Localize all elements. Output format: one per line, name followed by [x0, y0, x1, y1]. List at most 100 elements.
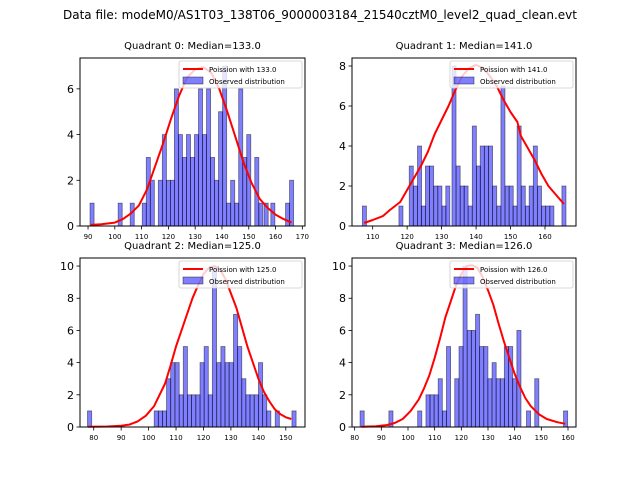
histogram-bar: [500, 85, 506, 227]
x-tick-label: 140: [508, 434, 521, 442]
histogram-bar: [528, 185, 534, 227]
histogram-bar: [194, 134, 199, 227]
histogram-bar: [214, 179, 220, 227]
y-tick-label: 0: [339, 421, 346, 434]
histogram-bar: [234, 202, 240, 227]
histogram-bar: [496, 205, 502, 227]
histogram-bar: [190, 157, 195, 227]
histogram-bar: [149, 179, 155, 227]
histogram-bar: [249, 394, 255, 428]
histogram-bar: [417, 410, 423, 428]
histogram-bar: [186, 134, 191, 227]
x-tick-label: 160: [561, 434, 574, 442]
histogram-bar: [445, 185, 451, 227]
histogram-bar: [454, 378, 460, 428]
x-tick-label: 150: [279, 434, 292, 442]
x-tick-label: 120: [400, 233, 413, 241]
histogram-bar: [186, 394, 192, 428]
axes-frame: [79, 257, 306, 428]
subplot-title: Quadrant 0: Median=133.0: [124, 41, 261, 52]
legend: Poission with 133.0 Observed distribution: [178, 60, 303, 89]
x-tick-label: 100: [108, 233, 121, 241]
histogram-bar: [228, 362, 234, 428]
histogram-bar: [226, 202, 232, 227]
legend-bars-label: Observed distribution: [209, 78, 285, 86]
y-tick-label: 4: [67, 129, 74, 142]
y-tick-label: 6: [67, 324, 74, 337]
x-tick-label: 100: [401, 434, 414, 442]
histogram-bar: [504, 185, 510, 227]
histogram-bar: [165, 179, 171, 227]
histogram-bar: [211, 265, 217, 428]
histogram-bar: [458, 346, 464, 428]
axes-frame: [79, 57, 306, 227]
histogram-bar: [210, 157, 216, 227]
histogram-bar: [425, 394, 431, 428]
y-tick-label: 10: [60, 260, 74, 273]
histogram-bar: [487, 378, 493, 428]
histogram-bar: [475, 313, 481, 428]
y-tick-label: 8: [67, 292, 74, 305]
histogram-bar: [141, 202, 147, 227]
y-tick-label: 2: [339, 180, 346, 193]
histogram-bar: [470, 330, 476, 428]
histogram-bar: [549, 205, 555, 227]
legend-box: [449, 260, 574, 289]
histogram-bar: [429, 165, 435, 227]
histogram-bar: [471, 125, 477, 227]
histogram-bar: [483, 145, 489, 227]
histogram-bar: [537, 185, 542, 227]
histogram-bar: [466, 330, 472, 428]
histogram-bar: [495, 378, 501, 428]
legend-bars-label: Observed distribution: [480, 278, 556, 286]
histogram-bar: [398, 205, 404, 227]
histogram-bar: [117, 202, 123, 227]
histogram-bar: [233, 313, 239, 428]
x-tick-label: 170: [296, 233, 309, 241]
x-tick-label: 160: [538, 233, 551, 241]
histogram-bar: [291, 410, 297, 428]
histogram-bar: [516, 125, 522, 227]
histogram-bar: [425, 165, 430, 227]
histogram-bar: [262, 394, 268, 428]
histogram-bar: [202, 134, 207, 227]
legend-bar-swatch: [453, 76, 475, 85]
legend-curve-label: Poission with 141.0: [480, 66, 548, 74]
histogram-bar: [359, 410, 365, 428]
x-tick-label: 130: [435, 233, 448, 241]
histogram-bar: [174, 362, 180, 428]
histogram-bar: [206, 88, 212, 227]
histogram-bar: [534, 378, 540, 428]
y-tick-label: 6: [67, 83, 74, 96]
subplot-title: Quadrant 3: Median=126.0: [396, 241, 533, 252]
histogram-bar: [230, 179, 236, 227]
x-tick-label: 90: [117, 434, 126, 442]
histogram-bar: [429, 394, 435, 428]
histogram-bar: [178, 394, 184, 428]
x-tick-label: 160: [269, 233, 282, 241]
legend: Poission with 126.0 Observed distribution: [449, 260, 574, 289]
histogram-bar: [166, 378, 172, 428]
y-tick-label: 2: [67, 389, 74, 402]
legend-bar-swatch: [453, 276, 475, 285]
legend-curve-label: Poission with 125.0: [209, 266, 277, 274]
x-tick-label: 110: [169, 434, 182, 442]
histogram-bar: [241, 378, 247, 428]
histogram-bar: [199, 362, 205, 428]
histogram-bar: [157, 179, 163, 227]
y-tick-label: 6: [339, 324, 346, 337]
x-tick-label: 150: [504, 233, 517, 241]
histogram-bar: [220, 346, 226, 428]
y-tick-label: 8: [339, 292, 346, 305]
histogram-bar: [437, 378, 443, 428]
x-tick-label: 100: [142, 434, 155, 442]
histogram-bar: [503, 346, 509, 428]
x-tick-label: 90: [84, 233, 93, 241]
legend-bar-swatch: [182, 76, 204, 85]
histogram-bar: [157, 410, 163, 428]
histogram-bar: [499, 378, 505, 428]
x-tick-label: 130: [224, 434, 237, 442]
x-tick-label: 130: [188, 233, 201, 241]
histogram-bar: [169, 179, 175, 227]
histogram-bar: [203, 346, 209, 428]
